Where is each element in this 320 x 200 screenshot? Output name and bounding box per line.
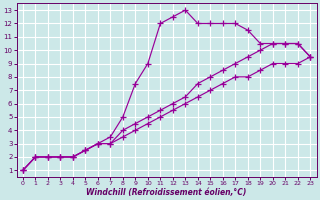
X-axis label: Windchill (Refroidissement éolien,°C): Windchill (Refroidissement éolien,°C) — [86, 188, 247, 197]
